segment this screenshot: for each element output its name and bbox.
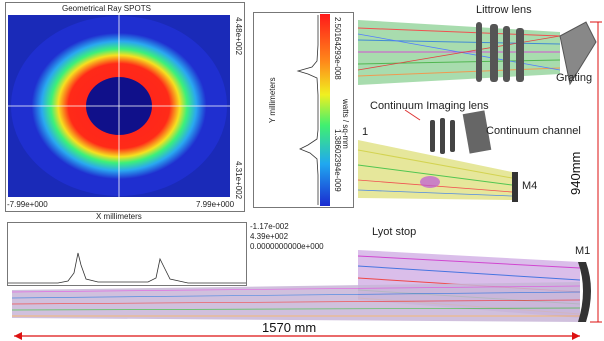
continuum-channel-label: Continuum channel <box>486 125 581 137</box>
height-dimension: 940mm <box>568 151 583 195</box>
continuum-lens <box>430 118 455 154</box>
continuum-imaging-lens-label: Continuum Imaging lens <box>370 100 489 112</box>
littrow-lens-elements <box>476 22 524 82</box>
m1-mirror <box>578 262 591 322</box>
continuum-arrow <box>404 109 421 121</box>
colorbar <box>320 14 330 206</box>
y-profile-panel: Y millimeters 2.50164293e-008 1.38602394… <box>253 12 354 208</box>
width-dimension: 1570 mm <box>262 320 317 335</box>
grating <box>559 21 597 86</box>
continuum-channel-block <box>462 110 492 154</box>
spot-diagram-panel: Geometrical Ray SPOTS -7.99e+000 7.99e+0… <box>5 2 245 212</box>
x-profile-panel: X millimeters <box>7 212 247 286</box>
spot-x-min: -7.99e+000 <box>7 200 48 209</box>
main-beam <box>11 282 581 322</box>
littrow-beam <box>357 20 561 85</box>
m4-mirror <box>512 172 518 202</box>
spot-diagram-plot <box>8 15 230 197</box>
grating-label: Grating <box>556 72 593 84</box>
readout-1: -1.17e-002 <box>250 222 289 231</box>
x-profile-curve <box>8 252 246 284</box>
m1-label: M1 <box>575 245 591 257</box>
x-profile-axis-label: X millimeters <box>96 212 142 221</box>
m4-beam <box>357 140 513 200</box>
y-profile-curve <box>296 15 319 205</box>
m4-label: M4 <box>522 180 538 192</box>
readout-2: 4.39e+002 <box>250 232 289 241</box>
spot-x-max: 7.99e+000 <box>196 200 235 209</box>
littrow-lens-label: Littrow lens <box>476 4 532 16</box>
m1-partial-label: 1 <box>362 126 369 138</box>
readout-3: 0.0000000000e+000 <box>250 242 324 251</box>
spot-diagram-title: Geometrical Ray SPOTS <box>62 4 151 13</box>
lyot-stop-label: Lyot stop <box>372 226 417 238</box>
